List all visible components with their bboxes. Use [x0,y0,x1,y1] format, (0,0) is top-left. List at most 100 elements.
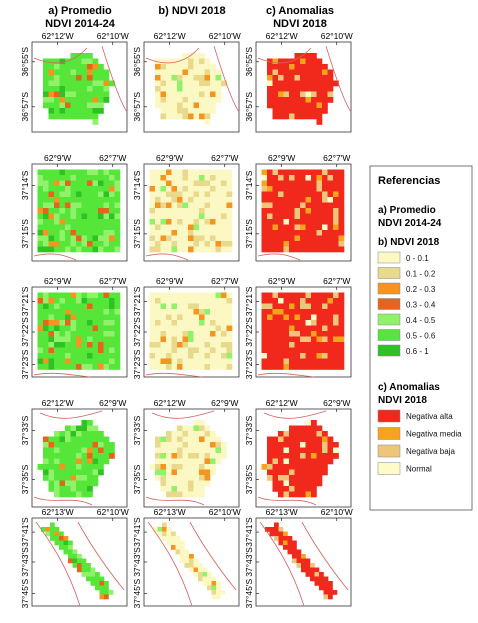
lat-tick-label: 36°55'S [132,47,142,77]
raster-cell [199,208,205,214]
raster-cell [289,486,295,492]
raster-cell [114,224,121,231]
raster-cell [171,219,178,225]
raster-cell [283,108,290,114]
raster-cell [45,527,51,532]
raster-cell [289,75,295,81]
raster-cell [109,331,115,337]
raster-cell [103,86,110,92]
raster-cell [43,342,49,348]
lat-tick-label: 37°33'S [132,415,142,445]
legend-ndvi-label: 0.1 - 0.2 [406,270,436,279]
raster-cell [300,292,306,299]
raster-cell [92,235,99,242]
raster-cell [188,353,194,359]
raster-cell [65,219,71,225]
raster-cell [322,219,328,225]
raster-cell [59,191,66,198]
raster-cell [171,169,178,176]
raster-cell [166,202,172,209]
raster-cell [193,309,200,315]
raster-cell [333,180,339,187]
raster-cell [305,186,312,192]
raster-cell [180,540,185,546]
raster-cell [210,364,216,370]
raster-cell [98,325,104,332]
raster-cell [70,436,77,443]
raster-cell [182,347,189,354]
raster-cell [81,431,88,437]
raster-cell [289,309,295,315]
raster-cell [81,80,88,87]
raster-cell [114,353,121,359]
raster-cell [305,113,312,120]
raster-cell [65,91,71,98]
raster-cell [267,80,273,87]
lat-tick-label: 37°41'S [132,517,142,547]
lon-tick-label: 62°12'W [154,31,186,41]
raster-cell [322,431,328,437]
raster-cell [294,453,301,459]
raster-cell [76,102,82,109]
lat-tick-label: 37°14'S [20,170,30,200]
raster-cell [48,102,55,109]
raster-cell [65,102,71,109]
raster-cell [272,475,279,481]
lat-tick-label: 37°22'S [20,317,30,347]
raster-cell [160,230,167,236]
raster-cell [87,491,93,498]
raster-cell [103,303,110,310]
map-panel-a-row-3: 62°9'W 62°7'W37°21'S37°22'S37°23'S [20,276,128,379]
raster-cell [221,180,227,187]
raster-cell [155,219,161,225]
raster-cell [54,213,60,220]
raster-cell [221,224,227,231]
raster-cell [114,347,121,354]
raster-cell [199,475,205,481]
raster-cell [272,180,279,187]
raster-cell [311,208,317,214]
raster-cell [98,108,104,114]
raster-cell [283,186,290,192]
raster-cell [160,180,167,187]
raster-cell [204,425,211,432]
raster-cell [87,353,93,359]
raster-cell [177,464,183,470]
raster-cell [86,563,91,568]
raster-cell [204,436,211,443]
raster-cell [43,213,49,220]
raster-cell [278,97,284,103]
raster-cell [215,358,222,365]
raster-cell [109,309,115,315]
raster-cell [294,64,301,70]
raster-cell [193,91,200,98]
raster-cell [193,314,200,321]
raster-cell [65,442,71,448]
raster-cell [210,224,216,231]
raster-cell [76,69,82,76]
raster-cell [338,303,345,310]
raster-cell [267,458,273,465]
lat-tick-label: 37°14'S [132,170,142,200]
raster-cell [188,347,194,354]
raster-cell [300,213,306,220]
raster-cell [316,175,323,181]
raster-cell [193,342,200,348]
map-panel-a-row-5: 62°13'W 62°10'W37°41'S37°43'S37°45'S [20,507,129,608]
raster-cell [300,336,306,343]
raster-cell [338,364,345,370]
raster-cell [59,235,66,242]
raster-cell [90,581,96,586]
raster-cell [283,180,290,187]
raster-cell [215,336,222,343]
raster-cell [155,320,161,326]
raster-cell [305,464,312,470]
raster-cell [267,447,273,454]
raster-cell [177,224,183,231]
raster-cell [300,442,306,448]
raster-cell [87,480,93,487]
raster-cell [338,325,345,332]
raster-cell [204,431,211,437]
raster-cell [70,91,77,98]
raster-cell [202,572,208,577]
